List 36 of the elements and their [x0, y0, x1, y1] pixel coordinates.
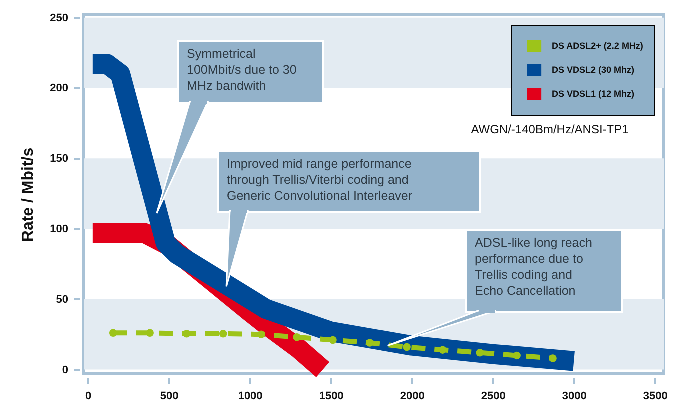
- x-tick-label: 500: [160, 390, 179, 402]
- y-axis-title: Rate / Mbit/s: [20, 148, 38, 242]
- point: [366, 339, 374, 347]
- x-tick-label: 3000: [562, 390, 587, 402]
- annotation: ADSL-like long reach performance due to Trellis coding and Echo Cancellation: [475, 236, 592, 298]
- point: [146, 329, 154, 338]
- callout-box: ADSL-like long reach performance due to Trellis coding and Echo Cancellation: [387, 229, 623, 347]
- x-tick-label: 0: [85, 390, 92, 402]
- point: [476, 349, 484, 357]
- legend-label: DS VDSL1 (12 Mhz): [552, 89, 635, 99]
- y-tick-label: 150: [50, 153, 68, 166]
- point: [183, 330, 191, 338]
- point: [549, 354, 557, 362]
- annotation: Symmetrical 100Mbit/s due to 30 MHz bandwith: [187, 47, 297, 93]
- legend-label: DS ADSL2+ (2.2 MHz): [552, 41, 644, 51]
- point: [438, 346, 447, 354]
- annotation: Improved mid range performance through Trellis/Viterbi coding and Generic Convolutional Interleaver: [227, 157, 413, 203]
- annotation: AWGN/-140Bm/Hz/ANSI-TP1: [471, 122, 630, 136]
- x-tick-label: 1000: [238, 390, 263, 402]
- y-tick-label: 250: [50, 12, 68, 24]
- point: [293, 334, 301, 342]
- y-tick-label: 200: [50, 82, 68, 95]
- y-tick-label: 0: [62, 364, 68, 376]
- point: [403, 343, 411, 352]
- point: [329, 336, 337, 344]
- point: [219, 330, 228, 338]
- point: [109, 329, 118, 338]
- point: [513, 352, 521, 360]
- y-tick-label: 50: [56, 294, 68, 306]
- x-tick-label: 3500: [643, 390, 668, 402]
- point: [258, 330, 266, 338]
- x-tick-label: 2500: [481, 390, 506, 402]
- legend-label: DS VDSL2 (30 Mhz): [552, 65, 635, 75]
- x-tick-label: 1500: [319, 390, 344, 402]
- x-tick-label: 2000: [400, 390, 425, 402]
- y-tick-label: 100: [50, 223, 68, 236]
